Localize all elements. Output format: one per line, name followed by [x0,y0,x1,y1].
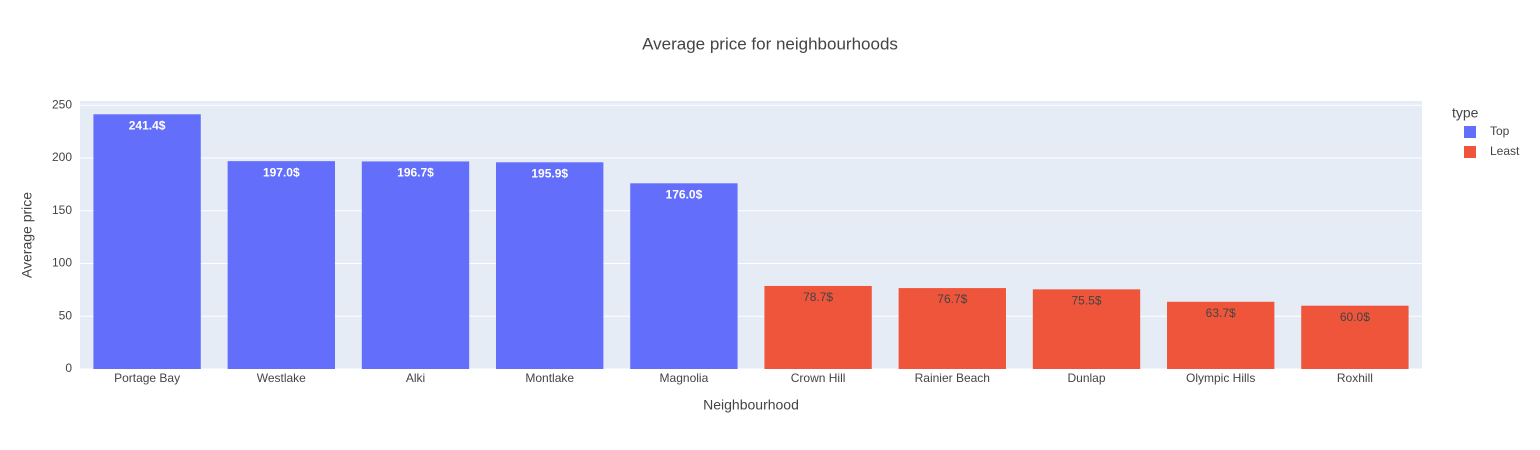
bar [93,114,201,369]
y-tick-label: 150 [52,203,72,217]
bar [1301,305,1409,369]
legend-label: Top [1490,124,1510,138]
x-tick-label: Olympic Hills [1186,371,1255,385]
legend-label: Least [1490,144,1520,158]
x-axis-title: Neighbourhood [703,397,799,413]
data-label: 197.0$ [263,165,300,179]
x-tick-label: Montlake [525,371,574,385]
x-tick-label: Rainier Beach [915,371,990,385]
x-tick-label: Westlake [257,371,306,385]
x-tick-label: Dunlap [1067,371,1105,385]
data-label: 195.9$ [531,166,568,180]
bar [764,285,872,369]
data-label: 60.0$ [1340,310,1370,324]
bar [496,162,604,369]
data-label: 176.0$ [666,187,703,201]
bar [361,161,470,369]
y-tick-label: 50 [59,308,73,322]
bar [898,288,1006,369]
x-tick-label: Crown Hill [791,371,846,385]
data-label: 76.7$ [937,292,967,306]
data-label: 78.7$ [803,290,833,304]
y-tick-label: 100 [52,256,72,270]
x-tick-label: Roxhill [1337,371,1373,385]
y-tick-label: 0 [65,361,72,375]
chart-title: Average price for neighbourhoods [642,34,898,53]
y-axis-title: Average price [19,192,35,278]
y-tick-label: 250 [52,97,72,111]
bar [1167,301,1275,369]
x-tick-label: Alki [406,371,425,385]
data-label: 63.7$ [1206,306,1236,320]
bar [227,161,335,369]
data-label: 75.5$ [1071,294,1101,308]
bar [630,183,738,369]
data-label: 196.7$ [397,166,434,180]
y-tick-label: 200 [52,150,72,164]
bar [1032,289,1141,369]
legend-swatch [1464,146,1476,158]
x-tick-label: Portage Bay [114,371,180,385]
legend-swatch [1464,126,1476,138]
x-tick-label: Magnolia [660,371,709,385]
data-label: 241.4$ [129,118,166,132]
legend-title: type [1452,105,1479,121]
